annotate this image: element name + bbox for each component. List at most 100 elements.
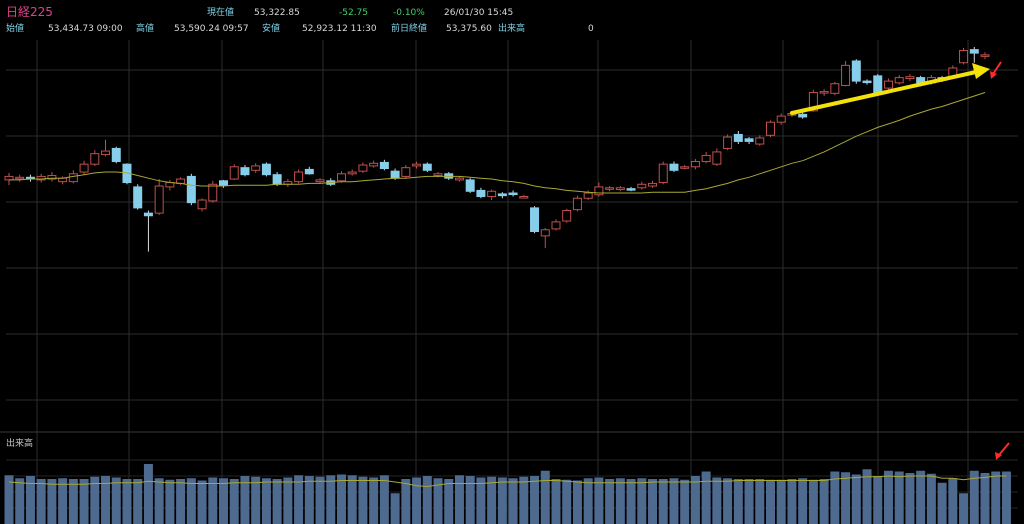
volume-bar — [658, 479, 668, 524]
candle — [465, 178, 475, 194]
candle — [712, 148, 722, 166]
candle-body — [744, 138, 754, 142]
volume-bar — [240, 476, 250, 524]
index-title: 日経225 — [6, 5, 53, 19]
volume-bar — [304, 476, 314, 524]
volume-bar — [680, 479, 690, 524]
candle-body — [519, 196, 529, 199]
candle-body — [883, 80, 893, 89]
candle — [519, 194, 529, 199]
volume-bar — [454, 475, 464, 524]
candlestick-series — [4, 46, 990, 252]
trend-arrow-head — [972, 63, 990, 79]
candle-body — [572, 197, 582, 211]
volume-bar — [58, 478, 68, 524]
candle — [304, 166, 314, 175]
candle — [959, 47, 969, 65]
candle-body — [454, 177, 464, 181]
volume-bar — [412, 477, 422, 524]
candle-body — [433, 173, 443, 177]
volume-bar — [101, 476, 111, 524]
price-marker-arrow-head — [990, 71, 997, 79]
candle — [412, 161, 422, 169]
candle — [186, 173, 196, 206]
price-change: -52.75 — [339, 8, 369, 18]
candle-body — [154, 185, 164, 214]
candle-body — [905, 76, 915, 79]
candle-body — [476, 189, 486, 198]
volume-panel-label: 出来高 — [6, 439, 34, 449]
volume-bar — [47, 479, 57, 524]
candle-body — [186, 175, 196, 204]
candle-body — [530, 207, 540, 233]
candle-body — [648, 182, 658, 187]
candle-body — [798, 113, 808, 118]
candle — [208, 180, 218, 203]
candle — [90, 150, 100, 166]
candle — [637, 181, 647, 190]
candle-body — [851, 60, 861, 82]
volume-bar — [4, 475, 14, 524]
candle-body — [497, 193, 507, 197]
chart-grid — [0, 40, 1024, 524]
volume-bar — [444, 479, 454, 524]
candle — [894, 74, 904, 85]
candle — [551, 219, 561, 231]
prev-close-label: 前日終値 — [391, 24, 428, 34]
candle — [497, 192, 507, 199]
candle-body — [336, 173, 346, 182]
volume-bar — [79, 479, 89, 524]
candle-body — [969, 49, 979, 54]
candle-body — [626, 188, 636, 191]
candle — [251, 163, 261, 173]
candle-body — [111, 147, 121, 163]
high-value: 53,590.24 09:57 — [174, 24, 249, 34]
candle-body — [79, 163, 89, 173]
volume-bar — [626, 479, 636, 524]
volume-bar — [894, 471, 904, 524]
volume-bar — [133, 479, 143, 524]
volume-bar — [36, 479, 46, 524]
current-price-label: 現在値 — [207, 8, 235, 18]
volume-bar — [390, 493, 400, 524]
candle — [476, 187, 486, 199]
candle — [530, 206, 540, 234]
volume-bar — [530, 476, 540, 524]
volume-moving-average-line — [8, 475, 1007, 488]
candle — [25, 174, 35, 182]
candle — [733, 130, 743, 145]
candle-body — [143, 212, 153, 217]
candle — [615, 186, 625, 192]
candle-body — [755, 137, 765, 145]
volume-bar — [948, 478, 958, 524]
open-label: 始値 — [6, 24, 25, 34]
candle-body — [830, 83, 840, 94]
candle — [358, 162, 368, 173]
candle — [755, 135, 765, 146]
candle-body — [808, 91, 818, 112]
candle-body — [465, 179, 475, 192]
prev-close-value: 53,375.60 — [446, 24, 492, 34]
volume-bar — [401, 479, 411, 524]
candle — [47, 172, 57, 182]
candle-body — [197, 199, 207, 210]
open-value: 53,434.73 09:00 — [48, 24, 123, 34]
volume-bar — [637, 478, 647, 524]
candle — [294, 169, 304, 184]
volume-bar — [487, 476, 497, 524]
volume-bar — [433, 478, 443, 524]
candle-body — [412, 163, 422, 167]
volume-bar — [765, 479, 775, 524]
volume-bar — [283, 477, 293, 524]
candle-body — [637, 183, 647, 189]
candle — [369, 160, 379, 168]
volume-bar — [165, 479, 175, 524]
volume-bar — [229, 479, 239, 524]
candle-body — [690, 161, 700, 168]
volume-bar — [143, 464, 153, 524]
candle-body — [15, 176, 25, 180]
volume-bar — [669, 478, 679, 524]
candle-body — [551, 221, 561, 230]
candle-body — [304, 168, 314, 175]
